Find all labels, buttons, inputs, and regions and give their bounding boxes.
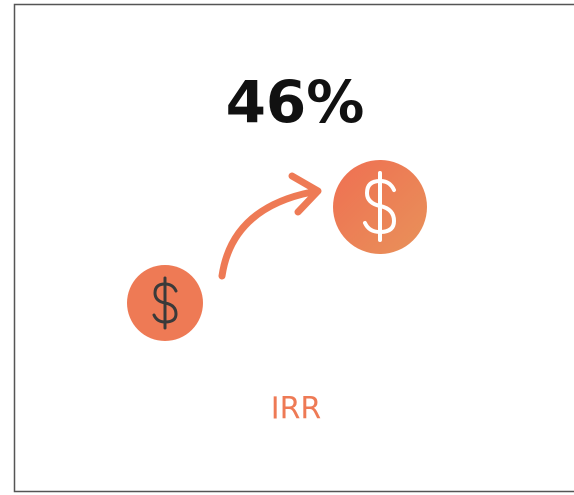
small-coin — [127, 265, 203, 341]
growth-arrow — [218, 172, 322, 280]
card-border — [13, 3, 574, 493]
stat-value: 46% — [226, 68, 365, 136]
large-coin — [333, 160, 427, 254]
stat-label: IRR — [271, 392, 322, 427]
